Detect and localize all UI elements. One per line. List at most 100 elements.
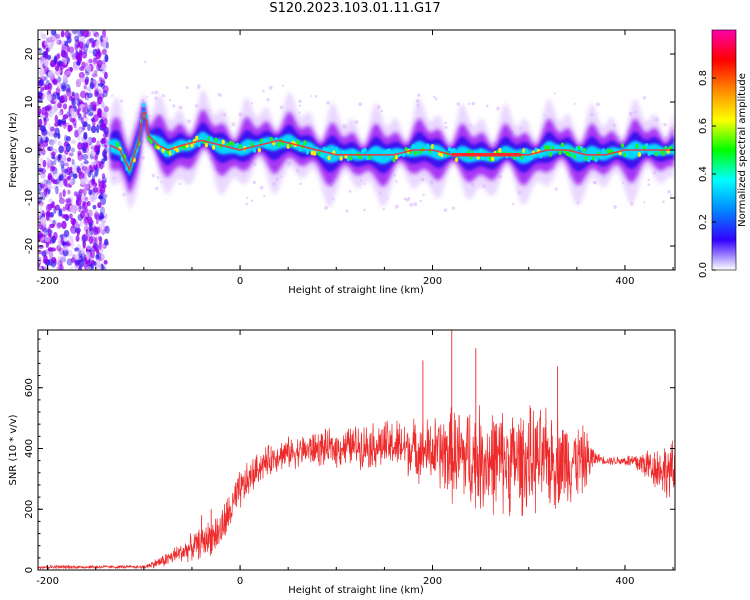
ridge-dot — [594, 157, 598, 163]
ridge-dot — [370, 148, 374, 154]
scatter-dot — [122, 193, 126, 197]
noise-dot — [93, 144, 98, 153]
ridge-dot — [351, 149, 355, 155]
scatter-dot — [394, 180, 398, 183]
noise-dot — [46, 179, 52, 186]
noise-dot — [38, 182, 43, 192]
noise-dot — [48, 250, 54, 260]
noise-dot — [89, 81, 95, 90]
noise-dot — [80, 116, 84, 124]
noise-dot — [47, 44, 52, 52]
noise-dot — [91, 73, 98, 78]
noise-dot — [56, 222, 62, 230]
noise-dot — [94, 237, 98, 246]
noise-dot — [62, 176, 69, 184]
noise-dot — [86, 244, 92, 250]
ridge-dot — [183, 144, 187, 150]
noise-dot — [57, 76, 62, 84]
ridge-dot — [305, 149, 310, 155]
noise-dot — [96, 59, 103, 69]
noise-dot — [98, 76, 103, 83]
noise-dot — [63, 122, 70, 127]
noise-dot — [52, 185, 58, 190]
ridge-dot — [154, 144, 158, 150]
noise-dot — [77, 30, 83, 38]
noise-dot — [65, 135, 71, 142]
noise-dot — [85, 39, 90, 45]
scatter-dot — [197, 87, 200, 90]
noise-dot — [42, 159, 47, 168]
noise-dot — [48, 42, 54, 50]
noise-dot — [59, 61, 66, 70]
noise-dot — [101, 158, 105, 165]
noise-dot — [88, 107, 94, 116]
noise-dot — [82, 30, 90, 38]
noise-dot — [85, 229, 89, 235]
noise-dot — [98, 195, 104, 200]
noise-dot — [72, 64, 79, 71]
noise-dot — [60, 30, 65, 38]
noise-dot — [78, 188, 84, 194]
noise-dot — [100, 122, 106, 128]
ridge-dot — [589, 155, 593, 160]
noise-dot — [82, 121, 88, 128]
noise-dot — [88, 49, 92, 54]
noise-dot — [79, 220, 83, 227]
noise-dot — [86, 86, 92, 92]
ridge-dot — [233, 143, 237, 149]
noise-dot — [78, 113, 83, 121]
snr-series-line — [38, 405, 675, 570]
y-tick-label: 200 — [24, 500, 35, 519]
noise-dot — [43, 116, 47, 121]
ridge-dot — [231, 141, 235, 147]
x-tick-label: 0 — [237, 576, 243, 587]
noise-dot — [91, 61, 97, 68]
spectrogram-y-axis: -20 -10 0 10 20 — [24, 29, 675, 271]
scatter-dot — [149, 114, 152, 118]
noise-dot — [76, 108, 80, 116]
noise-dot — [46, 93, 52, 102]
ridge-dot — [115, 142, 119, 147]
noise-dot — [51, 154, 56, 160]
noise-dot — [48, 35, 54, 42]
noise-dot — [38, 256, 42, 263]
noise-dot — [48, 130, 55, 137]
noise-dot — [90, 249, 95, 259]
noise-dot — [66, 36, 72, 44]
noise-dot — [67, 124, 72, 133]
noise-dot — [97, 202, 102, 209]
scatter-dot — [592, 180, 597, 185]
noise-dot — [60, 254, 66, 263]
colorbar-tick-label: 0.2 — [698, 214, 709, 230]
noise-dot — [66, 242, 72, 247]
scatter-dot — [434, 97, 438, 101]
noise-dot — [71, 227, 77, 234]
noise-dot — [96, 112, 101, 117]
noise-dot — [43, 58, 50, 68]
noise-dot — [61, 43, 67, 50]
noise-dot — [89, 226, 94, 236]
ridge-dot — [481, 155, 485, 161]
scatter-dot — [642, 96, 647, 100]
noise-dot — [39, 125, 46, 132]
ridge-dot — [142, 102, 146, 108]
noise-dot — [47, 71, 53, 78]
noise-dot — [86, 105, 92, 113]
noise-dot — [44, 111, 49, 118]
scatter-dot — [245, 202, 249, 206]
noise-dot — [104, 238, 109, 246]
snr-frame — [37, 329, 676, 571]
ridge-dot — [587, 157, 591, 163]
ridge-dot — [459, 149, 463, 155]
noise-dot — [66, 157, 72, 162]
scatter-dot — [281, 84, 285, 87]
noise-dot — [58, 179, 64, 188]
noise-dot — [42, 32, 48, 40]
noise-dot — [54, 65, 60, 72]
noise-dot — [94, 166, 99, 175]
scatter-dot — [266, 98, 270, 102]
noise-dot — [49, 126, 55, 132]
noise-dot — [90, 145, 95, 150]
noise-dot — [102, 30, 107, 38]
colorbar-tick-label: 0.4 — [698, 166, 709, 182]
